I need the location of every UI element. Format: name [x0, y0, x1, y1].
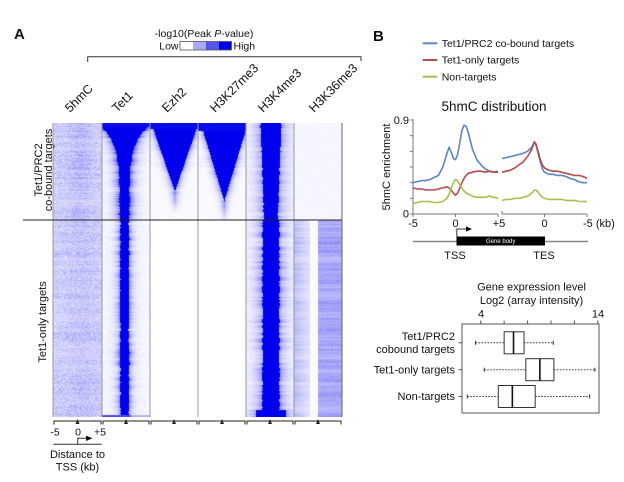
- x-tick-label-tss-minus5: -5: [408, 218, 418, 230]
- heatmap-x-tick-plus5: +5: [94, 427, 106, 439]
- line-chart-ylabel: 5hmC enrichment: [381, 124, 393, 211]
- heatmap-x-tick-minus5: -5: [50, 427, 59, 439]
- colorbar-frame: [179, 41, 232, 51]
- boxplot-title-line1: Gene expression level: [477, 282, 586, 294]
- column-label-h3k27me3: H3K27me3: [207, 61, 261, 115]
- line-tss-tet1-prc2-co-bound-targets: [412, 124, 499, 184]
- column-center-marker-h3k27me3: [220, 419, 224, 424]
- column-label-tet1: Tet1: [109, 88, 136, 115]
- legend-label-tet1-only: Tet1-only targets: [442, 55, 520, 67]
- heatmap-column-ezh2: [150, 123, 198, 417]
- heatmap-column-h3k4me3: [246, 123, 294, 417]
- gene-body-label: Gene body: [486, 239, 515, 245]
- colorbar-low-label: Low: [159, 41, 179, 53]
- tes-label: TES: [533, 250, 554, 262]
- line-chart-axes: [410, 119, 588, 217]
- colorbar-title-prefix: -log10(Peak: [155, 28, 215, 40]
- row-group-label-cobound-line1: Tet1/PRC2: [33, 143, 45, 196]
- line-chart-title: 5hmC distribution: [441, 99, 546, 114]
- tss-arrow-icon: [456, 226, 472, 237]
- colorbar-segment-2: [193, 41, 206, 50]
- x-axis-ticks: [412, 211, 588, 217]
- line-tes-tet1-prc2-co-bound-targets: [501, 141, 587, 184]
- legend-label-non-targets: Non-targets: [442, 71, 497, 83]
- colorbar-segment-3: [206, 41, 219, 50]
- panel-b-label: B: [373, 28, 384, 45]
- tss-arrow-icon: [53, 435, 102, 445]
- boxplot-tick-label-14: 14: [592, 309, 604, 321]
- colorbar-segment-1: [180, 41, 193, 50]
- colorbar-legend: -log10(Peak P-value) Low High: [155, 28, 256, 53]
- gene-body-box: [456, 236, 545, 246]
- boxplot-category-label-tet1-only: Tet1-only targets: [374, 365, 456, 377]
- heatmap-column-h3k27me3: [198, 123, 246, 417]
- column-label-ezh2: Ezh2: [159, 85, 189, 115]
- column-center-marker-h3k36me3: [316, 419, 320, 424]
- colorbar-title-suffix: -value): [221, 28, 253, 40]
- x-tick-label-tss-0: 0: [452, 218, 458, 230]
- legend-label-cobound: Tet1/PRC2 co-bound targets: [442, 38, 575, 50]
- boxplot-category-label-cobound-line1: Tet1/PRC2: [402, 331, 455, 343]
- column-center-marker-tet1: [124, 419, 128, 424]
- column-label-5hmc: 5hmC: [62, 82, 95, 115]
- boxplot-category-label-cobound-line2: cobound targets: [376, 344, 455, 356]
- row-group-label-cobound-line2: co-bound targets: [43, 128, 55, 211]
- line-tes-tet1-only-targets: [501, 141, 588, 180]
- x-tick-label-plus5: +5: [493, 218, 506, 230]
- columns-bracket: [87, 56, 362, 62]
- column-center-marker-h3k4me3: [268, 419, 272, 424]
- line-tss-tet1-only-targets: [412, 170, 498, 196]
- x-tick-label-tes-0: 0: [541, 218, 547, 230]
- boxplot-frame: [461, 323, 600, 414]
- x-tick-label-tes-minus5: -5 (kb): [583, 218, 615, 230]
- boxplot-marks: [458, 320, 599, 408]
- heatmap-xlabel-line2: TSS (kb): [56, 462, 99, 474]
- line-series-group: [412, 124, 588, 205]
- heatmap-column-h3k36me3: [294, 123, 342, 417]
- colorbar-high-label: High: [234, 41, 256, 53]
- row-group-label-tet1-only: Tet1-only targets: [37, 281, 49, 363]
- colorbar-segment-4: [219, 41, 232, 50]
- heatmap-x-axes: [53, 419, 342, 425]
- boxplot-category-label-non-targets: Non-targets: [398, 391, 456, 403]
- line-tes-non-targets: [501, 189, 587, 203]
- boxplot-tick-label-4: 4: [478, 309, 484, 321]
- colorbar-title-italic: P: [214, 28, 221, 40]
- heatmap-grid: [52, 123, 343, 417]
- heatmap-column-tet1: [102, 123, 150, 417]
- heatmap-xlabel-line1: Distance to: [50, 449, 105, 461]
- y-tick-label-max: 0.9: [394, 115, 409, 127]
- column-center-marker-5hmc: [75, 419, 80, 424]
- tss-label: TSS: [444, 250, 465, 262]
- heatmap-column-5hmc: [53, 123, 102, 417]
- heatmap-x-tick-0: 0: [75, 427, 81, 439]
- column-label-h3k36me3: H3K36me3: [306, 61, 360, 115]
- column-center-marker-ezh2: [172, 419, 176, 424]
- boxplot-title-line2: Log2 (array intensity): [480, 295, 583, 307]
- gene-diagram: Gene body TSS TES: [413, 226, 588, 262]
- line-tss-non-targets: [412, 178, 499, 205]
- colorbar-title: -log10(Peak P-value): [155, 28, 254, 40]
- column-label-h3k4me3: H3K4me3: [255, 66, 304, 115]
- y-tick-label-zero: 0: [403, 209, 409, 221]
- panel-a-label: A: [14, 26, 25, 43]
- box-non-targets: [497, 385, 536, 408]
- line-legend: Tet1/PRC2 co-bound targets Tet1-only tar…: [422, 38, 575, 83]
